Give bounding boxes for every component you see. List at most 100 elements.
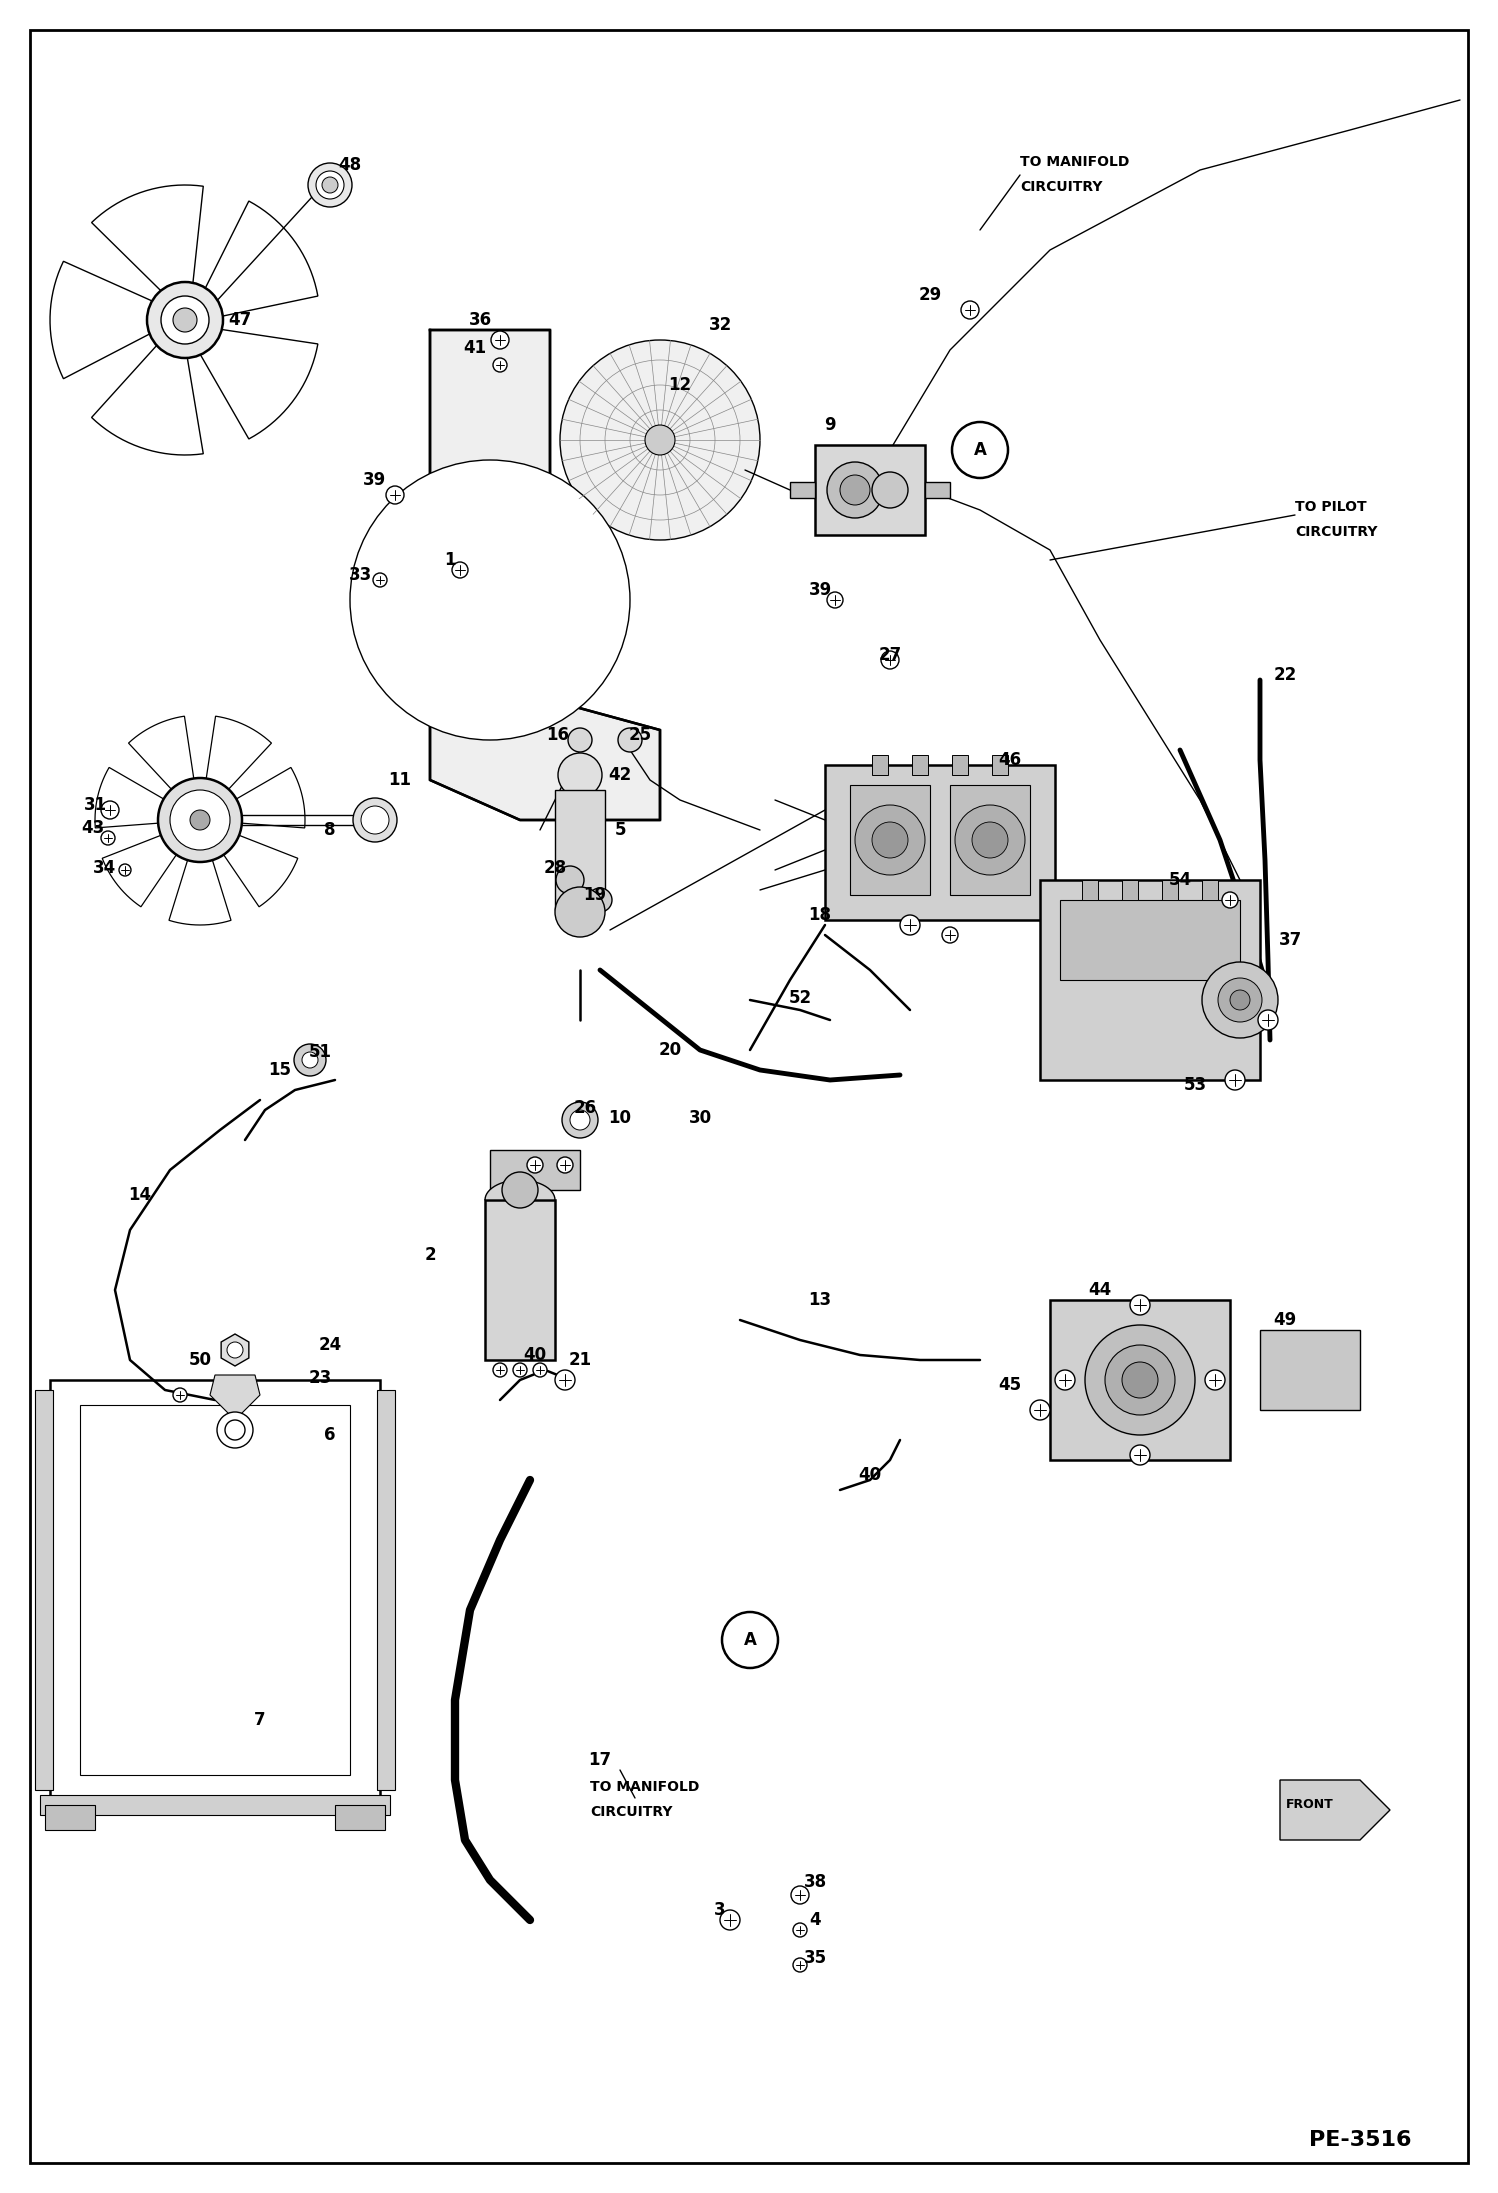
Polygon shape: [91, 184, 204, 303]
Text: 29: 29: [918, 285, 942, 305]
Bar: [490, 1149, 580, 1191]
Bar: [789, 482, 815, 498]
Circle shape: [1129, 1296, 1150, 1316]
Circle shape: [1230, 989, 1249, 1011]
Bar: [825, 765, 1055, 921]
Text: 3: 3: [715, 1901, 727, 1919]
Text: 46: 46: [999, 750, 1022, 770]
Text: 11: 11: [388, 772, 412, 789]
Circle shape: [100, 831, 115, 844]
Circle shape: [560, 340, 759, 539]
Text: 21: 21: [568, 1351, 592, 1368]
Bar: [912, 754, 927, 774]
Text: 7: 7: [255, 1711, 265, 1728]
Text: 28: 28: [544, 860, 566, 877]
Text: TO MANIFOLD: TO MANIFOLD: [590, 1781, 700, 1794]
Bar: [1061, 899, 1240, 980]
Circle shape: [316, 171, 345, 200]
Circle shape: [1225, 1070, 1245, 1090]
Circle shape: [354, 798, 397, 842]
Text: 38: 38: [803, 1873, 827, 1890]
Text: 13: 13: [809, 1292, 831, 1309]
Bar: [336, 1805, 385, 1829]
Circle shape: [1122, 1362, 1158, 1397]
Circle shape: [157, 779, 243, 862]
Bar: [953, 754, 968, 774]
Circle shape: [190, 809, 210, 829]
Text: 54: 54: [1168, 871, 1191, 888]
Text: 40: 40: [858, 1465, 881, 1485]
Circle shape: [351, 461, 631, 739]
Circle shape: [228, 1342, 243, 1357]
Bar: [1162, 879, 1177, 899]
Polygon shape: [91, 333, 204, 454]
Text: 49: 49: [1273, 1311, 1297, 1329]
Polygon shape: [204, 717, 271, 803]
Text: 15: 15: [268, 1061, 292, 1079]
Circle shape: [452, 561, 467, 579]
Circle shape: [373, 572, 386, 588]
Circle shape: [900, 914, 920, 934]
Text: 48: 48: [339, 156, 361, 173]
Text: 53: 53: [1183, 1077, 1206, 1094]
Circle shape: [953, 421, 1008, 478]
Bar: [1122, 879, 1138, 899]
Text: 27: 27: [878, 647, 902, 664]
Bar: [992, 754, 1008, 774]
Circle shape: [493, 357, 506, 373]
Text: 19: 19: [583, 886, 607, 904]
Circle shape: [1055, 1371, 1076, 1390]
Circle shape: [1222, 893, 1237, 908]
Text: 17: 17: [589, 1750, 611, 1770]
Circle shape: [956, 805, 1025, 875]
Text: 30: 30: [689, 1110, 712, 1127]
Text: 1: 1: [445, 550, 455, 568]
Circle shape: [589, 888, 613, 912]
Polygon shape: [198, 202, 318, 320]
Text: 2: 2: [424, 1246, 436, 1263]
Circle shape: [646, 425, 676, 454]
Bar: [872, 754, 888, 774]
Circle shape: [881, 651, 899, 669]
Bar: [1040, 879, 1260, 1079]
Text: 32: 32: [709, 316, 731, 333]
Circle shape: [619, 728, 643, 752]
Polygon shape: [210, 1375, 261, 1414]
Circle shape: [872, 822, 908, 857]
Polygon shape: [222, 1333, 249, 1366]
Bar: [49, 1379, 380, 1800]
Text: A: A: [974, 441, 987, 458]
Bar: [815, 445, 924, 535]
Circle shape: [792, 1958, 807, 1972]
Bar: [1201, 879, 1218, 899]
Circle shape: [361, 807, 389, 833]
Polygon shape: [1279, 1781, 1390, 1840]
Bar: [1050, 1300, 1230, 1461]
Circle shape: [493, 1364, 506, 1377]
Text: PE-3516: PE-3516: [1309, 2129, 1411, 2149]
Circle shape: [571, 1110, 590, 1129]
Circle shape: [972, 822, 1008, 857]
Circle shape: [512, 1364, 527, 1377]
Text: 6: 6: [324, 1425, 336, 1443]
Text: 4: 4: [809, 1910, 821, 1930]
Text: 23: 23: [309, 1368, 331, 1386]
Circle shape: [722, 1612, 777, 1669]
Text: 18: 18: [809, 906, 831, 923]
Bar: [924, 482, 950, 498]
Text: 20: 20: [659, 1042, 682, 1059]
Text: 16: 16: [547, 726, 569, 743]
Circle shape: [1031, 1399, 1050, 1421]
Circle shape: [1204, 1371, 1225, 1390]
Text: 40: 40: [523, 1347, 547, 1364]
Polygon shape: [102, 829, 186, 906]
Circle shape: [386, 487, 404, 504]
Text: TO MANIFOLD: TO MANIFOLD: [1020, 156, 1129, 169]
Circle shape: [942, 928, 959, 943]
Circle shape: [557, 752, 602, 796]
Bar: [34, 1390, 52, 1789]
Bar: [1082, 879, 1098, 899]
Text: 41: 41: [463, 340, 487, 357]
Circle shape: [827, 592, 843, 607]
Text: 35: 35: [803, 1950, 827, 1967]
